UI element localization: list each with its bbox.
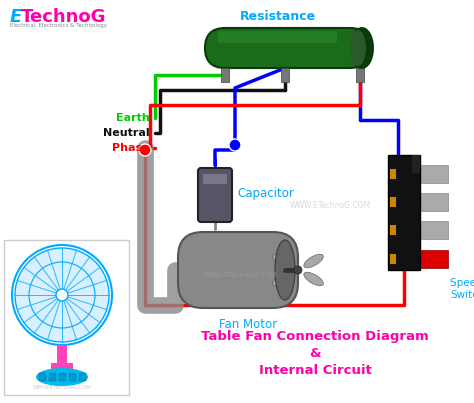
Bar <box>79 373 86 381</box>
Bar <box>390 197 396 207</box>
Text: Neutral: Neutral <box>103 128 150 138</box>
Ellipse shape <box>36 368 88 386</box>
Circle shape <box>56 289 68 301</box>
Text: Fan Motor: Fan Motor <box>219 318 277 331</box>
Circle shape <box>15 248 109 342</box>
Bar <box>420 221 448 239</box>
Bar <box>69 373 76 381</box>
FancyBboxPatch shape <box>205 28 370 68</box>
Ellipse shape <box>273 272 292 286</box>
Bar <box>356 68 364 82</box>
Bar <box>420 165 448 183</box>
Bar <box>221 68 229 82</box>
Text: Internal Circuit: Internal Circuit <box>258 364 372 377</box>
Text: Table Fan Connection Diagram: Table Fan Connection Diagram <box>201 330 429 343</box>
Bar <box>281 68 289 82</box>
Ellipse shape <box>273 254 292 268</box>
Text: Resistance: Resistance <box>239 10 316 23</box>
Bar <box>420 250 448 268</box>
Circle shape <box>229 139 241 151</box>
Bar <box>51 363 73 371</box>
Bar <box>412 155 420 173</box>
Bar <box>390 254 396 264</box>
Bar <box>390 225 396 235</box>
FancyBboxPatch shape <box>198 168 232 222</box>
Ellipse shape <box>304 272 323 286</box>
Circle shape <box>139 144 151 156</box>
Text: WWW.ETechnoG.COM: WWW.ETechnoG.COM <box>33 385 91 390</box>
Bar <box>4 240 129 395</box>
Ellipse shape <box>304 254 323 268</box>
Text: &: & <box>309 347 321 360</box>
Text: WWW.ETechnoG.COM: WWW.ETechnoG.COM <box>203 272 277 278</box>
Ellipse shape <box>350 30 366 66</box>
Bar <box>390 169 396 179</box>
Bar <box>388 155 420 270</box>
FancyBboxPatch shape <box>203 174 227 184</box>
Text: TechnoG: TechnoG <box>21 8 107 26</box>
Bar <box>59 373 66 381</box>
Text: Speed Control
Switch: Speed Control Switch <box>450 278 474 299</box>
Text: E: E <box>10 8 22 26</box>
Bar <box>420 193 448 211</box>
Ellipse shape <box>350 27 374 69</box>
Text: Capacitor: Capacitor <box>237 187 294 199</box>
Circle shape <box>294 266 302 274</box>
Text: Electrical, Electronics & Technology: Electrical, Electronics & Technology <box>10 23 107 28</box>
Bar <box>57 345 67 363</box>
Text: Earth: Earth <box>116 113 150 123</box>
Bar <box>49 373 56 381</box>
FancyBboxPatch shape <box>178 232 298 308</box>
FancyBboxPatch shape <box>218 31 337 43</box>
Bar <box>39 373 46 381</box>
Ellipse shape <box>275 240 295 300</box>
Text: Phase: Phase <box>112 143 150 153</box>
Text: WWW.ETechnoG.COM: WWW.ETechnoG.COM <box>289 201 371 210</box>
